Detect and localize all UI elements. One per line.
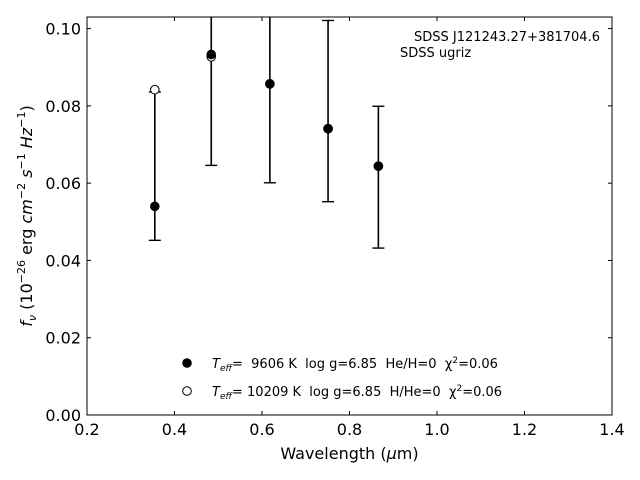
x-tick-label: 0.2	[74, 420, 99, 439]
x-tick-label: 1.4	[599, 420, 624, 439]
legend-label-filled: Teff= 9606 K log g=6.85 He/H=0 χ2=0.06	[212, 356, 498, 374]
y-tick-label: 0.10	[45, 20, 81, 39]
y-tick-label: 0.06	[45, 174, 81, 193]
legend-marker-filled	[182, 358, 192, 368]
x-tick-label: 1.2	[512, 420, 537, 439]
model-point-filled	[150, 201, 160, 212]
x-tick-label: 0.4	[162, 420, 187, 439]
plot-frame	[86, 16, 613, 416]
model-point-open	[150, 84, 160, 95]
x-tick-label: 0.8	[337, 420, 362, 439]
y-tick-label: 0.08	[45, 97, 81, 116]
axis-ticks: 0.2 0.4 0.6 0.8 1.0 1.2 1.4 0.00 0.02 0.04 0.06 0.0…	[45, 17, 625, 439]
survey-annotation: SDSS ugriz	[400, 46, 471, 61]
y-tick-label: 0.02	[45, 329, 81, 348]
model-point-filled	[206, 49, 217, 60]
y-axis-label: fν (10−26 erg cm−2 s−1 Hz−1)	[15, 105, 39, 326]
model-point-filled	[373, 161, 384, 171]
data-layer	[148, 17, 385, 249]
model-point-filled	[323, 123, 333, 134]
object-annotation: SDSS J121243.27+381704.6	[414, 30, 600, 45]
y-tick-label: 0.00	[45, 406, 81, 425]
x-tick-label: 0.6	[249, 420, 274, 439]
x-axis-label: Wavelength (μm)	[280, 444, 418, 463]
legend: Teff= 9606 K log g=6.85 He/H=0 χ2=0.06 T…	[182, 356, 502, 402]
model-point-filled	[265, 79, 275, 89]
y-tick-label: 0.04	[45, 251, 81, 270]
legend-marker-open	[182, 386, 192, 396]
legend-label-open: Teff= 10209 K log g=6.85 H/He=0 χ2=0.06	[212, 384, 502, 402]
x-tick-label: 1.0	[424, 420, 449, 439]
